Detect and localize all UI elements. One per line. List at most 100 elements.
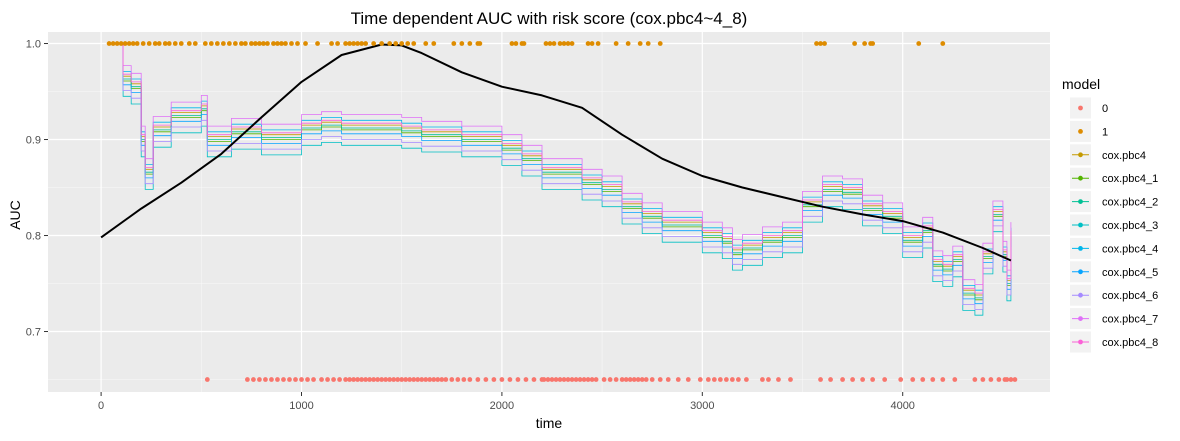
event-point-0 bbox=[311, 377, 316, 382]
event-point-1 bbox=[257, 41, 262, 46]
x-tick-label: 4000 bbox=[890, 400, 914, 412]
event-point-0 bbox=[850, 377, 856, 382]
legend-label: cox.pbc4_1 bbox=[1102, 173, 1158, 185]
event-point-1 bbox=[916, 41, 922, 46]
event-point-1 bbox=[351, 41, 357, 46]
event-point-1 bbox=[343, 41, 348, 46]
event-point-1 bbox=[253, 41, 258, 46]
event-point-1 bbox=[625, 41, 631, 46]
event-point-0 bbox=[729, 377, 735, 382]
event-point-0 bbox=[766, 377, 771, 382]
event-point-1 bbox=[852, 41, 858, 46]
event-point-0 bbox=[613, 377, 619, 382]
legend-item-cox-pbc4-3: cox.pbc4_3 bbox=[1070, 214, 1158, 236]
y-tick-label: 0.7 bbox=[26, 327, 41, 339]
legend-key-point bbox=[1078, 339, 1083, 345]
event-point-0 bbox=[643, 377, 649, 382]
event-point-1 bbox=[405, 41, 411, 46]
event-point-0 bbox=[593, 377, 599, 382]
event-point-0 bbox=[269, 377, 274, 382]
event-point-1 bbox=[261, 41, 266, 46]
legend-item-1: 1 bbox=[1070, 120, 1108, 142]
event-point-0 bbox=[337, 377, 342, 382]
legend-key-point bbox=[1078, 316, 1083, 321]
event-point-0 bbox=[549, 377, 555, 382]
event-point-1 bbox=[379, 41, 385, 46]
event-point-1 bbox=[110, 41, 116, 46]
event-point-0 bbox=[305, 377, 310, 382]
legend-item-cox-pbc4-8: cox.pbc4_8 bbox=[1070, 331, 1158, 353]
event-point-0 bbox=[419, 377, 425, 382]
event-point-0 bbox=[860, 377, 866, 382]
event-point-0 bbox=[776, 377, 781, 382]
event-point-0 bbox=[828, 377, 833, 382]
event-point-0 bbox=[407, 377, 413, 382]
event-point-0 bbox=[263, 377, 268, 382]
event-point-0 bbox=[507, 377, 513, 382]
event-point-1 bbox=[265, 41, 270, 46]
event-point-0 bbox=[293, 377, 298, 382]
event-point-1 bbox=[106, 41, 112, 46]
event-point-0 bbox=[371, 377, 377, 382]
event-point-0 bbox=[840, 377, 845, 382]
event-point-1 bbox=[156, 41, 162, 46]
event-point-0 bbox=[788, 377, 793, 382]
event-point-0 bbox=[281, 377, 286, 382]
event-point-1 bbox=[152, 41, 158, 46]
event-point-1 bbox=[186, 41, 192, 46]
event-point-0 bbox=[561, 377, 567, 382]
event-point-0 bbox=[585, 377, 591, 382]
event-point-0 bbox=[910, 377, 916, 382]
event-point-1 bbox=[645, 41, 651, 46]
event-point-0 bbox=[475, 377, 481, 382]
event-point-1 bbox=[862, 41, 868, 46]
legend-item-cox-pbc4: cox.pbc4 bbox=[1070, 144, 1146, 166]
legend-label: 1 bbox=[1102, 126, 1108, 138]
series-line-cox-pbc4-3 bbox=[113, 43, 1012, 316]
event-point-1 bbox=[283, 41, 288, 46]
legend-label: cox.pbc4_4 bbox=[1102, 243, 1158, 255]
event-point-0 bbox=[351, 377, 357, 382]
event-point-1 bbox=[134, 41, 140, 46]
x-tick-label: 1000 bbox=[289, 400, 313, 412]
event-point-1 bbox=[172, 41, 178, 46]
event-point-1 bbox=[595, 41, 601, 46]
event-point-0 bbox=[423, 377, 429, 382]
event-point-0 bbox=[439, 377, 445, 382]
event-point-0 bbox=[299, 377, 304, 382]
event-point-0 bbox=[627, 377, 633, 382]
y-tick-label: 1.0 bbox=[26, 39, 41, 51]
event-point-1 bbox=[551, 41, 557, 46]
event-point-0 bbox=[569, 377, 575, 382]
event-point-1 bbox=[543, 41, 549, 46]
x-axis-label: time bbox=[536, 415, 563, 431]
event-point-1 bbox=[399, 41, 405, 46]
event-point-0 bbox=[705, 377, 711, 382]
event-point-0 bbox=[379, 377, 385, 382]
event-point-1 bbox=[220, 41, 226, 46]
event-point-0 bbox=[395, 377, 401, 382]
event-point-1 bbox=[613, 41, 619, 46]
chart-title: Time dependent AUC with risk score (cox.… bbox=[351, 9, 748, 28]
event-point-0 bbox=[623, 377, 629, 382]
event-point-0 bbox=[545, 377, 551, 382]
event-point-0 bbox=[257, 377, 262, 382]
series-line-cox-pbc4-6 bbox=[113, 43, 1012, 310]
event-point-1 bbox=[146, 41, 152, 46]
event-point-1 bbox=[126, 41, 132, 46]
event-point-0 bbox=[717, 377, 723, 382]
event-point-0 bbox=[251, 377, 256, 382]
event-point-1 bbox=[118, 41, 124, 46]
event-point-1 bbox=[371, 41, 377, 46]
legend-item-0: 0 bbox=[1070, 97, 1108, 119]
event-point-0 bbox=[1012, 377, 1018, 382]
event-point-0 bbox=[818, 377, 823, 382]
event-point-0 bbox=[631, 377, 637, 382]
event-point-0 bbox=[431, 377, 437, 382]
x-tick-label: 3000 bbox=[690, 400, 714, 412]
event-point-0 bbox=[996, 377, 1002, 382]
event-point-1 bbox=[329, 41, 334, 46]
event-point-0 bbox=[743, 377, 749, 382]
event-point-1 bbox=[870, 41, 876, 46]
y-tick-label: 0.8 bbox=[26, 231, 41, 243]
